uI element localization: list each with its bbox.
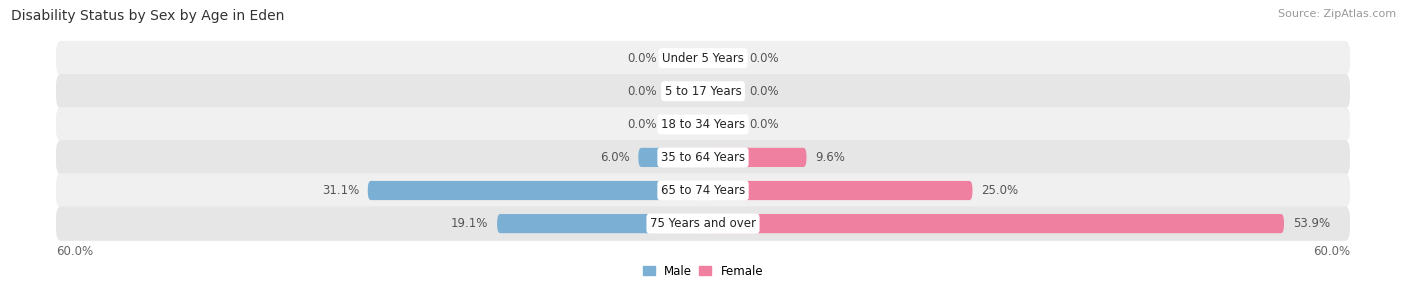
FancyBboxPatch shape <box>703 214 1284 233</box>
FancyBboxPatch shape <box>498 214 703 233</box>
Text: 9.6%: 9.6% <box>815 151 845 164</box>
FancyBboxPatch shape <box>56 41 1350 75</box>
Text: 65 to 74 Years: 65 to 74 Years <box>661 184 745 197</box>
Text: Under 5 Years: Under 5 Years <box>662 52 744 65</box>
Text: 18 to 34 Years: 18 to 34 Years <box>661 118 745 131</box>
Legend: Male, Female: Male, Female <box>638 260 768 283</box>
Text: 0.0%: 0.0% <box>627 52 657 65</box>
FancyBboxPatch shape <box>638 148 703 167</box>
Text: 0.0%: 0.0% <box>627 85 657 98</box>
FancyBboxPatch shape <box>703 82 741 101</box>
Text: 5 to 17 Years: 5 to 17 Years <box>665 85 741 98</box>
FancyBboxPatch shape <box>56 173 1350 208</box>
Text: 60.0%: 60.0% <box>1313 245 1350 258</box>
Text: 0.0%: 0.0% <box>627 118 657 131</box>
Text: 0.0%: 0.0% <box>749 52 779 65</box>
FancyBboxPatch shape <box>56 206 1350 241</box>
FancyBboxPatch shape <box>665 115 703 134</box>
Text: 35 to 64 Years: 35 to 64 Years <box>661 151 745 164</box>
Text: 75 Years and over: 75 Years and over <box>650 217 756 230</box>
FancyBboxPatch shape <box>703 181 973 200</box>
FancyBboxPatch shape <box>703 115 741 134</box>
Text: 0.0%: 0.0% <box>749 118 779 131</box>
FancyBboxPatch shape <box>703 48 741 68</box>
Text: 31.1%: 31.1% <box>322 184 359 197</box>
Text: 25.0%: 25.0% <box>981 184 1018 197</box>
Text: 53.9%: 53.9% <box>1292 217 1330 230</box>
Text: 0.0%: 0.0% <box>749 85 779 98</box>
FancyBboxPatch shape <box>56 140 1350 175</box>
FancyBboxPatch shape <box>368 181 703 200</box>
FancyBboxPatch shape <box>665 48 703 68</box>
Text: 19.1%: 19.1% <box>451 217 488 230</box>
FancyBboxPatch shape <box>56 74 1350 109</box>
FancyBboxPatch shape <box>703 148 807 167</box>
Text: 60.0%: 60.0% <box>56 245 93 258</box>
FancyBboxPatch shape <box>56 107 1350 142</box>
FancyBboxPatch shape <box>665 82 703 101</box>
Text: Source: ZipAtlas.com: Source: ZipAtlas.com <box>1278 9 1396 19</box>
Text: Disability Status by Sex by Age in Eden: Disability Status by Sex by Age in Eden <box>11 9 284 23</box>
Text: 6.0%: 6.0% <box>600 151 630 164</box>
